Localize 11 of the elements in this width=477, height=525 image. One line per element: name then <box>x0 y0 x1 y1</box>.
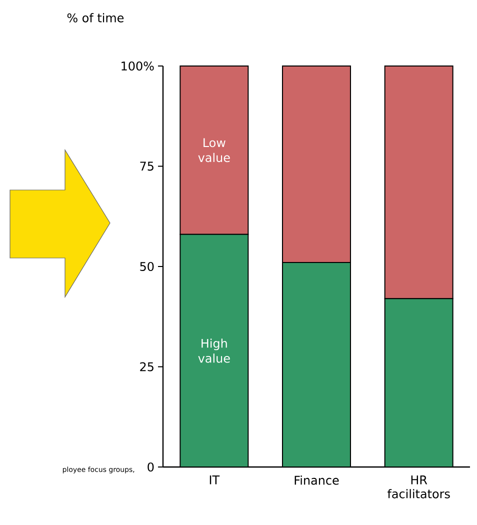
y-tick-label: 100% <box>122 61 154 71</box>
y-axis-title: % of time <box>67 13 124 22</box>
y-tick-label: 50 <box>140 262 154 272</box>
x-tick-label: IT <box>210 476 220 484</box>
y-tick-label: 25 <box>140 362 154 372</box>
x-tick-label: HR facilitators <box>387 476 450 498</box>
y-tick-label: 75 <box>140 162 154 171</box>
series-label: Low value <box>198 138 230 162</box>
series-label: High value <box>198 338 230 363</box>
y-tick-label: 0 <box>148 462 154 472</box>
x-tick-label: Finance <box>294 476 339 485</box>
